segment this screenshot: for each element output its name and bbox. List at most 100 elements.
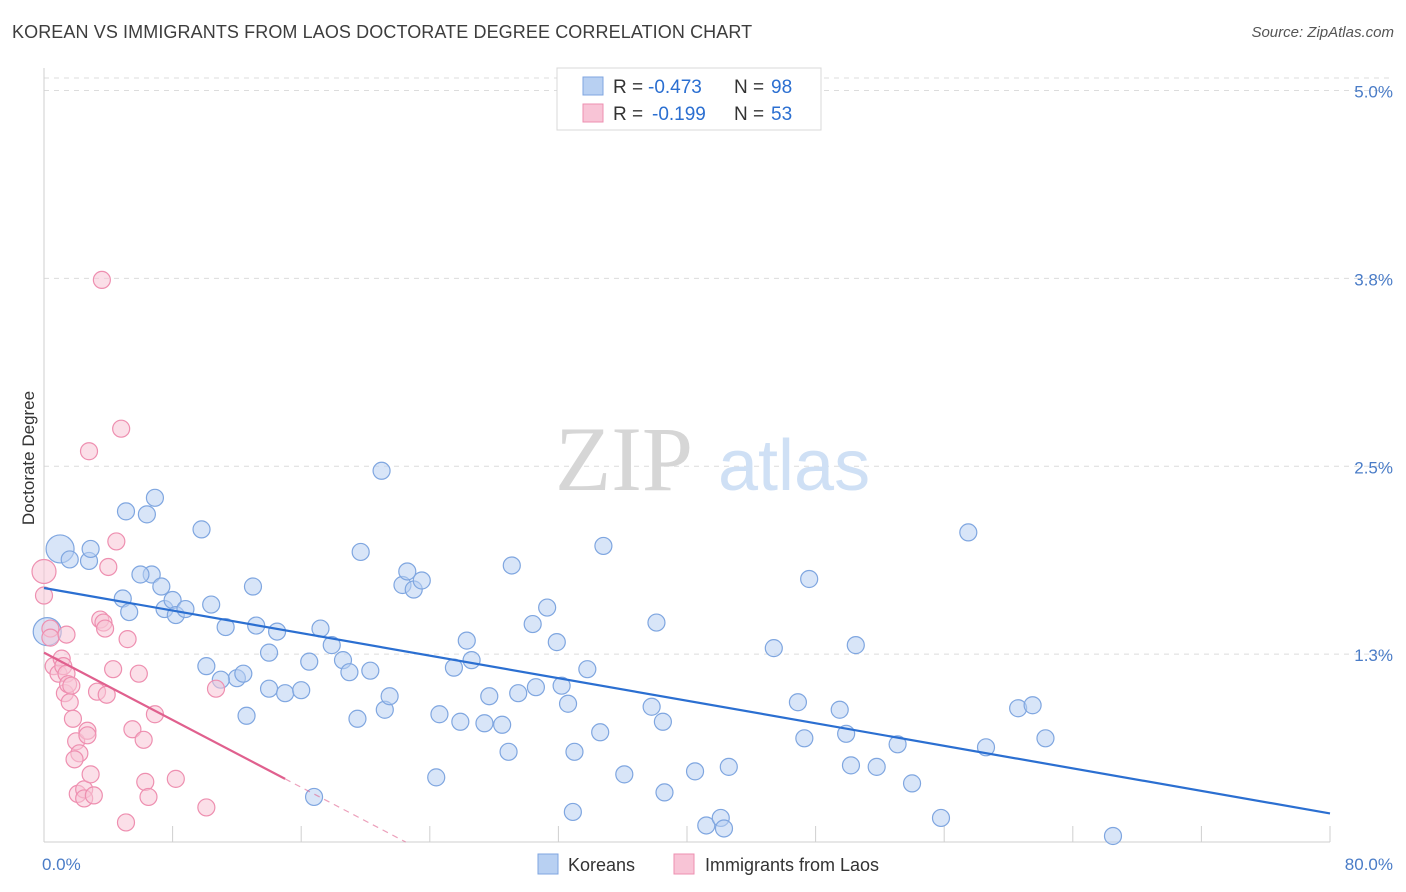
laos-point-44	[197, 798, 216, 817]
korean-point-61	[523, 614, 542, 634]
korean-point-59	[509, 684, 528, 703]
korean-point-80	[719, 757, 738, 776]
korean-point-11	[137, 505, 156, 524]
laos-point-37	[123, 720, 142, 739]
korean-point-63	[547, 633, 566, 652]
legend-top: R = -0.473 N = 98 R = -0.199 N = 53	[556, 67, 822, 131]
korean-point-40	[361, 661, 380, 680]
laos-point-14	[63, 709, 83, 728]
legend-bottom-swatch-korean	[537, 853, 559, 875]
korean-point-60	[526, 678, 545, 697]
korean-point-74	[653, 712, 672, 731]
legend-bottom: Koreans Immigrants from Laos	[537, 853, 879, 875]
korean-point-51	[451, 712, 470, 731]
korean-point-31	[292, 681, 311, 700]
korean-point-5	[116, 502, 136, 521]
laos-trend-line-extension	[284, 778, 406, 843]
korean-point-57	[499, 742, 518, 761]
x-tick-label-max: 80.0%	[1345, 855, 1393, 874]
korean-point-22	[234, 664, 253, 683]
korean-point-46	[412, 571, 431, 590]
laos-point-41	[139, 787, 158, 807]
korean-point-8	[120, 602, 139, 622]
korean-point-71	[615, 765, 634, 784]
laos-points	[31, 270, 226, 832]
korean-point-87	[841, 756, 861, 775]
korean-points	[32, 461, 1123, 846]
x-axis-ticks	[43, 826, 1331, 842]
korean-point-25	[243, 577, 263, 596]
korean-point-65	[558, 694, 578, 713]
laos-point-46	[79, 442, 99, 461]
laos-point-40	[136, 772, 155, 791]
laos-point-23	[81, 765, 100, 784]
korean-point-84	[800, 569, 819, 589]
korean-point-17	[192, 520, 211, 539]
korean-point-9	[131, 565, 150, 584]
korean-point-98	[1103, 826, 1123, 846]
laos-point-17	[65, 750, 84, 769]
y-axis-title: Doctorate Degree	[19, 391, 38, 525]
korean-point-79	[714, 819, 734, 838]
korean-point-66	[563, 802, 582, 822]
korean-point-77	[697, 816, 716, 835]
korean-point-48	[430, 705, 449, 724]
legend-bottom-laos: Immigrants from Laos	[705, 855, 879, 875]
laos-point-3	[41, 628, 60, 647]
korean-point-28	[259, 643, 279, 662]
korean-point-39	[351, 542, 370, 562]
legend-r-label-1: R =	[613, 77, 643, 98]
korean-point-81	[764, 639, 783, 658]
korean-point-64	[552, 676, 571, 695]
korean-point-30	[276, 684, 295, 703]
y-tick-label-0: 1.3%	[1354, 646, 1393, 665]
korean-point-16	[176, 599, 195, 619]
korean-point-68	[565, 742, 584, 761]
korean-point-82	[788, 693, 808, 712]
laos-trend-line	[43, 651, 286, 780]
laos-point-22	[78, 726, 97, 745]
korean-point-33	[304, 787, 324, 807]
laos-point-36	[118, 630, 137, 649]
laos-point-10	[60, 693, 79, 712]
y-tick-label-1: 2.5%	[1354, 458, 1393, 477]
legend-r-value-2: -0.199	[652, 104, 706, 125]
korean-point-58	[502, 556, 521, 575]
korean-point-93	[959, 523, 978, 542]
laos-point-28	[95, 619, 115, 638]
watermark-atlas: atlas	[718, 426, 870, 506]
korean-point-69	[591, 723, 610, 742]
korean-point-62	[538, 598, 557, 617]
legend-bottom-swatch-laos	[673, 853, 695, 875]
laos-point-43	[166, 769, 185, 788]
korean-point-55	[480, 687, 499, 706]
korean-point-20	[216, 617, 235, 637]
korean-point-70	[594, 536, 613, 556]
korean-point-52	[457, 631, 476, 650]
laos-point-13	[62, 676, 81, 695]
x-tick-label-min: 0.0%	[42, 855, 81, 874]
korean-point-10	[152, 577, 171, 596]
watermark-zip: ZIP	[555, 408, 693, 510]
korean-point-89	[867, 757, 886, 776]
korean-point-37	[340, 663, 359, 682]
korean-point-42	[380, 687, 399, 706]
laos-point-30	[99, 557, 118, 577]
korean-point-19	[197, 657, 216, 676]
korean-point-24	[237, 706, 256, 725]
korean-point-53	[462, 651, 481, 670]
laos-point-33	[92, 270, 111, 290]
laos-point-0	[31, 558, 57, 585]
legend-n-label-1: N =	[734, 77, 764, 98]
korean-point-97	[1036, 729, 1055, 748]
korean-point-32	[300, 652, 319, 671]
laos-point-35	[116, 813, 136, 832]
legend-bottom-korean: Koreans	[568, 855, 635, 875]
laos-point-38	[129, 664, 148, 683]
korean-point-85	[830, 700, 849, 719]
korean-point-54	[475, 714, 494, 733]
korean-point-73	[647, 613, 666, 632]
korean-point-4	[81, 539, 100, 559]
korean-point-75	[655, 783, 674, 802]
legend-r-label-2: R =	[613, 104, 643, 125]
